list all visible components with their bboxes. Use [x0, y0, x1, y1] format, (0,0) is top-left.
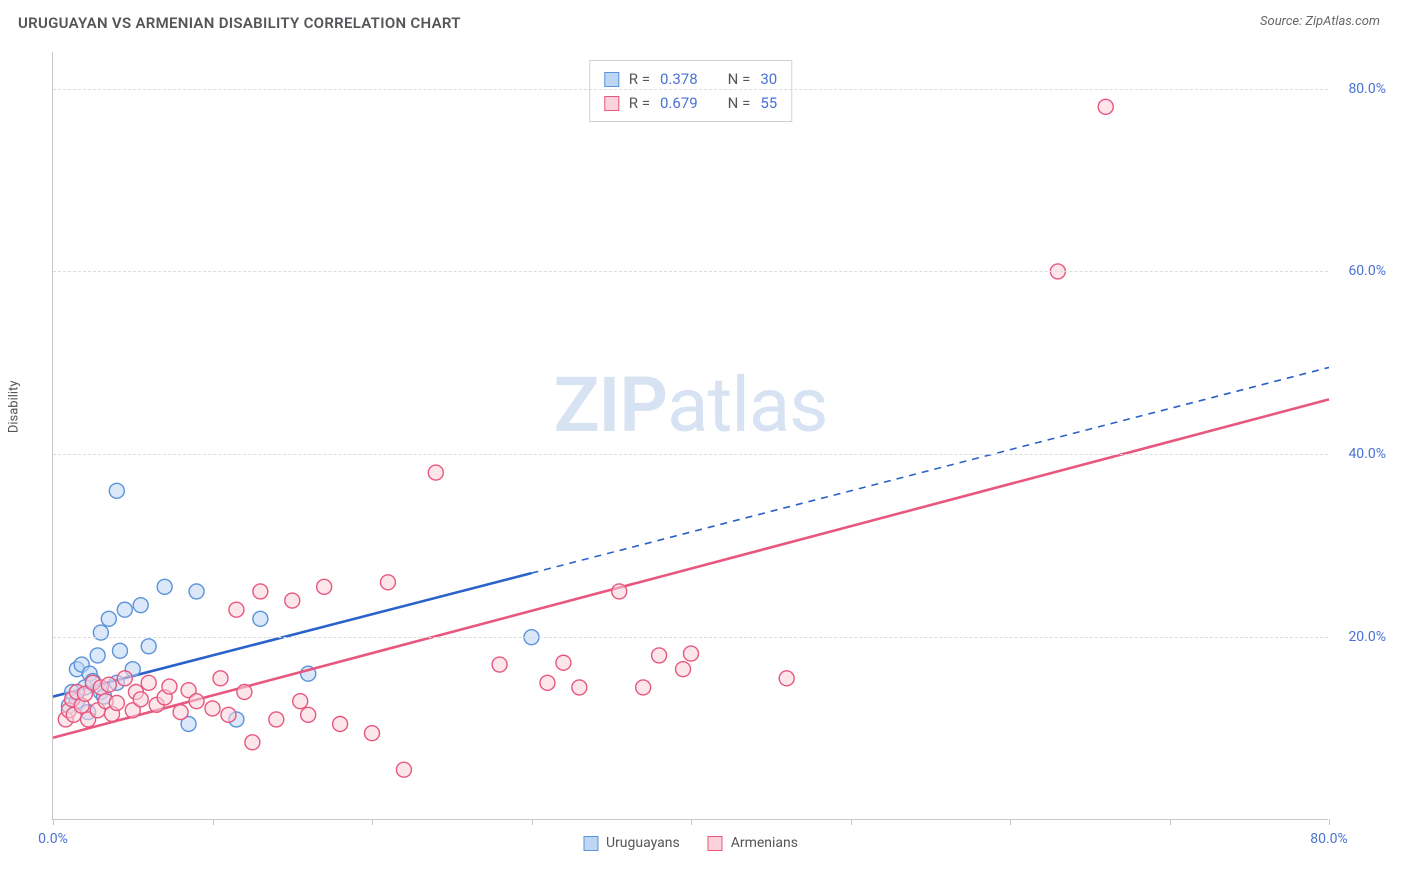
- data-point: [237, 685, 252, 700]
- data-point: [779, 671, 794, 686]
- stat-r-label: R =: [629, 91, 650, 115]
- x-tick: [213, 819, 214, 825]
- bottom-legend: Uruguayans Armenians: [583, 835, 798, 851]
- data-point: [285, 593, 300, 608]
- stats-row: R = 0.679 N = 55: [604, 91, 777, 115]
- x-tick-label: 0.0%: [38, 831, 68, 847]
- data-point: [612, 584, 627, 599]
- data-point: [141, 675, 156, 690]
- data-point: [101, 677, 116, 692]
- y-tick-label: 60.0%: [1348, 263, 1386, 279]
- stats-legend-box: R = 0.378 N = 30 R = 0.679 N = 55: [589, 60, 792, 122]
- scatter-svg: [53, 52, 1328, 819]
- data-point: [189, 584, 204, 599]
- chart-container: Disability ZIPatlas R =0.378N =30R =0.67…: [18, 44, 1388, 860]
- data-point: [162, 679, 177, 694]
- data-point: [572, 680, 587, 695]
- data-point: [428, 465, 443, 480]
- data-point: [301, 707, 316, 722]
- plot-area: ZIPatlas R =0.378N =30R =0.679N =55 Urug…: [52, 52, 1328, 820]
- gridline: [53, 89, 1328, 90]
- gridline: [53, 271, 1328, 272]
- legend-swatch: [604, 72, 619, 87]
- data-point: [229, 602, 244, 617]
- data-point: [90, 648, 105, 663]
- x-tick: [53, 819, 54, 825]
- trend-line-ext: [532, 367, 1330, 573]
- data-point: [141, 639, 156, 654]
- data-point: [269, 712, 284, 727]
- data-point: [221, 707, 236, 722]
- data-point: [684, 646, 699, 661]
- data-point: [205, 701, 220, 716]
- x-tick: [1010, 819, 1011, 825]
- data-point: [317, 579, 332, 594]
- data-point: [396, 762, 411, 777]
- data-point: [101, 611, 116, 626]
- data-point: [293, 694, 308, 709]
- data-point: [253, 611, 268, 626]
- gridline: [53, 637, 1328, 638]
- data-point: [365, 726, 380, 741]
- data-point: [676, 662, 691, 677]
- legend-label: Armenians: [731, 835, 798, 851]
- x-tick: [372, 819, 373, 825]
- data-point: [245, 735, 260, 750]
- data-point: [189, 694, 204, 709]
- data-point: [652, 648, 667, 663]
- stat-n-value: 55: [760, 91, 777, 115]
- x-tick: [1170, 819, 1171, 825]
- data-point: [380, 575, 395, 590]
- data-point: [109, 695, 124, 710]
- legend-item: Armenians: [708, 835, 798, 851]
- data-point: [117, 671, 132, 686]
- stat-r-label: R =: [629, 67, 650, 91]
- data-point: [133, 692, 148, 707]
- legend-swatch: [708, 836, 723, 851]
- legend-swatch: [604, 96, 619, 111]
- gridline: [53, 454, 1328, 455]
- data-point: [109, 483, 124, 498]
- data-point: [173, 705, 188, 720]
- data-point: [112, 643, 127, 658]
- stat-n-value: 30: [760, 67, 777, 91]
- data-point: [117, 602, 132, 617]
- data-point: [213, 671, 228, 686]
- data-point: [253, 584, 268, 599]
- legend-label: Uruguayans: [606, 835, 680, 851]
- data-point: [540, 675, 555, 690]
- data-point: [1098, 99, 1113, 114]
- x-tick: [1329, 819, 1330, 825]
- y-tick-label: 20.0%: [1348, 629, 1386, 645]
- stats-row: R = 0.378 N = 30: [604, 67, 777, 91]
- data-point: [333, 717, 348, 732]
- stat-r-value: 0.679: [660, 91, 698, 115]
- x-tick-label: 80.0%: [1310, 831, 1348, 847]
- stat-n-label: N =: [728, 67, 751, 91]
- data-point: [636, 680, 651, 695]
- data-point: [157, 579, 172, 594]
- x-tick: [851, 819, 852, 825]
- y-tick-label: 40.0%: [1348, 446, 1386, 462]
- legend-swatch: [583, 836, 598, 851]
- data-point: [556, 655, 571, 670]
- stat-n-label: N =: [728, 91, 751, 115]
- source-label: Source: ZipAtlas.com: [1260, 14, 1380, 29]
- data-point: [133, 598, 148, 613]
- legend-item: Uruguayans: [583, 835, 680, 851]
- chart-title: URUGUAYAN VS ARMENIAN DISABILITY CORRELA…: [18, 14, 461, 32]
- stat-r-value: 0.378: [660, 67, 698, 91]
- y-axis-label: Disability: [7, 380, 22, 433]
- x-tick: [532, 819, 533, 825]
- x-tick: [691, 819, 692, 825]
- data-point: [492, 657, 507, 672]
- y-tick-label: 80.0%: [1348, 81, 1386, 97]
